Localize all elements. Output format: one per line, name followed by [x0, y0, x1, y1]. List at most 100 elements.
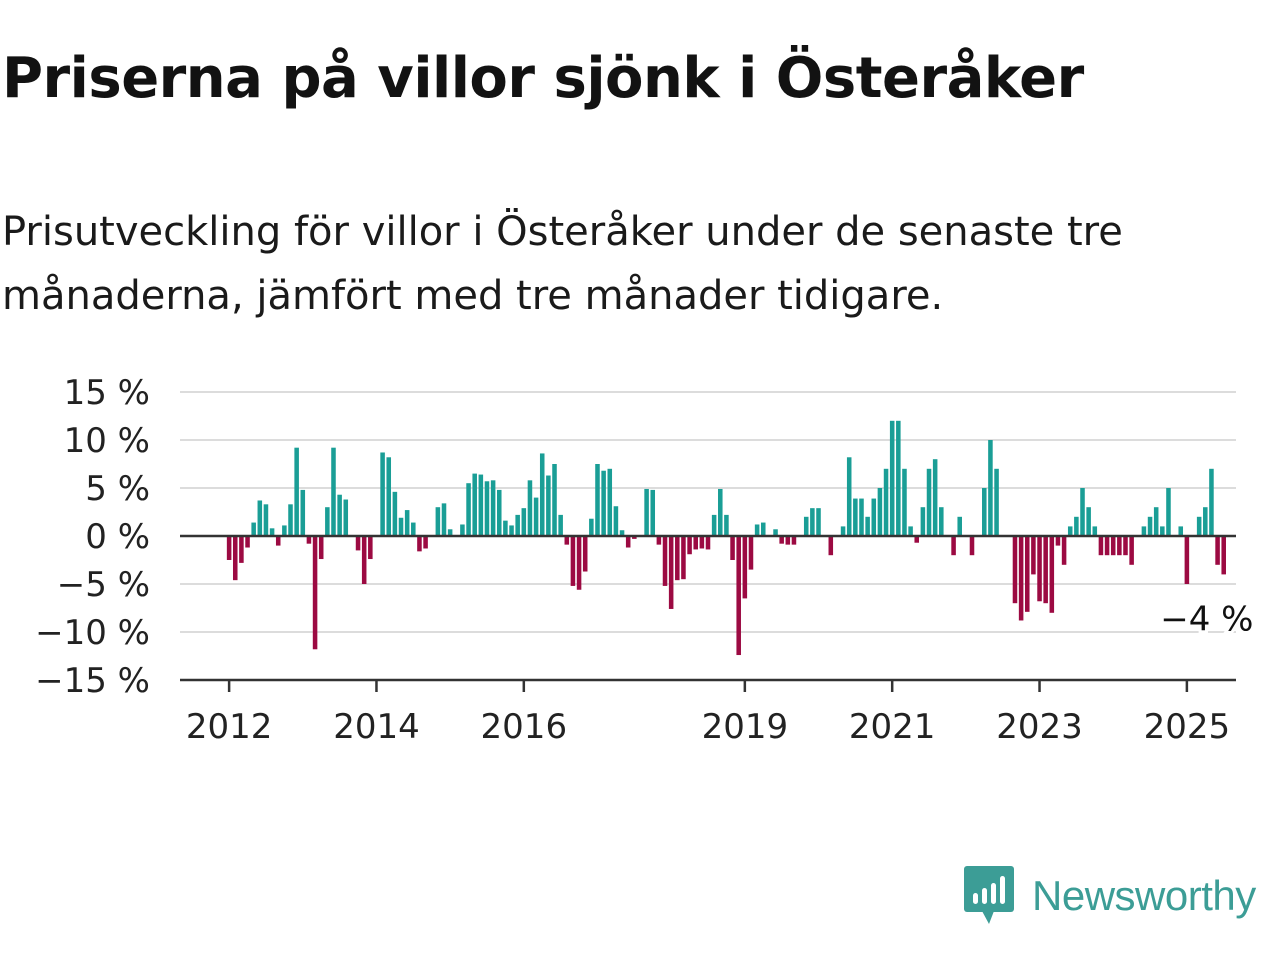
- bar-positive: [269, 528, 275, 536]
- bar-negative: [570, 536, 576, 586]
- bar-positive: [1080, 488, 1085, 536]
- bar-negative: [662, 536, 668, 586]
- chart-title: Priserna på villor sjönk i Österåker: [2, 46, 1084, 111]
- bar-positive: [853, 498, 858, 536]
- bar-negative: [656, 536, 662, 545]
- bar-positive: [920, 507, 926, 536]
- bar-negative: [582, 536, 588, 572]
- bar-positive: [460, 524, 465, 536]
- grid-lines: [180, 391, 1236, 633]
- bar-positive: [558, 514, 563, 536]
- bar-positive: [773, 529, 778, 536]
- y-tick-label: 0 %: [85, 517, 150, 557]
- bar-positive: [607, 468, 613, 536]
- bar-positive: [552, 464, 557, 536]
- bar-negative: [564, 536, 570, 545]
- bar-positive: [1166, 488, 1171, 536]
- bar-positive: [300, 489, 306, 536]
- bar-positive: [398, 517, 404, 536]
- bar-positive: [539, 453, 545, 536]
- bar-positive: [503, 520, 508, 536]
- bar-positive: [1196, 516, 1202, 536]
- bar-positive: [982, 488, 987, 536]
- bar-negative: [785, 536, 791, 545]
- x-tick-label: 2016: [481, 707, 568, 747]
- bar-positive: [926, 468, 932, 536]
- bar-negative: [245, 536, 250, 548]
- bar-positive: [994, 468, 999, 536]
- bar-negative: [1098, 536, 1104, 556]
- bar-positive: [251, 522, 256, 536]
- bar-negative: [417, 536, 422, 552]
- x-tick-label: 2019: [702, 707, 789, 747]
- bar-negative: [306, 536, 312, 544]
- bar-positive: [619, 530, 625, 536]
- bar-negative: [951, 536, 956, 556]
- bar-negative: [368, 536, 373, 560]
- bar-negative: [1031, 536, 1036, 575]
- bar-positive: [595, 464, 600, 536]
- bar-negative: [312, 536, 318, 650]
- bar-positive: [466, 483, 471, 536]
- bar-negative: [355, 536, 361, 551]
- bar-positive: [478, 474, 484, 536]
- bar-positive: [1147, 516, 1153, 536]
- bar-positive: [865, 516, 870, 536]
- bar-negative: [1061, 536, 1067, 565]
- bar-negative: [699, 536, 705, 549]
- bar-negative: [779, 536, 784, 544]
- bar-negative: [1018, 536, 1024, 621]
- bar-positive: [288, 504, 293, 536]
- bar-positive: [404, 510, 410, 536]
- bar-negative: [625, 536, 631, 548]
- bar-positive: [386, 457, 392, 536]
- chart-speech-bubble-icon: [964, 866, 1014, 924]
- bar-positive: [1067, 526, 1073, 536]
- bar-positive: [546, 475, 551, 536]
- bar-negative: [705, 536, 711, 550]
- bar-negative: [576, 536, 582, 590]
- bar-positive: [472, 473, 477, 536]
- bar-negative: [275, 536, 281, 546]
- bar-positive: [1209, 468, 1214, 536]
- bar-negative: [361, 536, 367, 584]
- bar-positive: [490, 480, 496, 536]
- bar-positive: [877, 488, 883, 536]
- bar-negative: [742, 536, 748, 599]
- bar-positive: [533, 497, 539, 536]
- x-tick-label: 2025: [1144, 707, 1231, 747]
- bar-positive: [859, 498, 864, 536]
- y-tick-label: −5 %: [57, 565, 150, 605]
- bar-positive: [724, 514, 729, 536]
- bar-negative: [730, 536, 735, 560]
- bar-positive: [257, 500, 263, 536]
- bar-positive: [883, 468, 889, 536]
- bar-positive: [803, 516, 809, 536]
- bar-positive: [939, 507, 944, 536]
- bar-positive: [810, 508, 815, 536]
- bar-positive: [650, 489, 656, 536]
- bar-negative: [632, 536, 637, 539]
- bar-negative: [1055, 536, 1061, 546]
- x-tick-label: 2021: [849, 707, 936, 747]
- y-axis-labels: 15 % 10 % 5 % 0 % −5 % −10 % −15 %: [35, 373, 150, 701]
- bar-positive: [896, 420, 901, 536]
- bar-positive: [1074, 516, 1079, 536]
- y-tick-label: 10 %: [64, 421, 150, 461]
- bar-positive: [331, 447, 336, 536]
- y-tick-label: −10 %: [35, 613, 150, 653]
- bar-positive: [902, 468, 907, 536]
- bar-positive: [1160, 526, 1165, 536]
- bar-negative: [969, 536, 975, 556]
- bar-positive: [601, 470, 606, 536]
- bar-negative: [1129, 536, 1134, 565]
- bar-negative: [687, 536, 692, 555]
- bar-negative: [828, 536, 834, 556]
- bar-negative: [1049, 536, 1055, 613]
- bar-positive: [613, 506, 619, 536]
- bar-positive: [294, 447, 299, 536]
- bar-positive: [846, 457, 852, 536]
- bar-negative: [1024, 536, 1030, 612]
- x-axis-labels: 2012 2014 2016 2019 2021 2023 2025: [186, 707, 1230, 747]
- bar-positive: [718, 488, 723, 536]
